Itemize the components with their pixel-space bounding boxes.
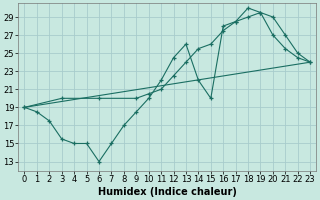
X-axis label: Humidex (Indice chaleur): Humidex (Indice chaleur) [98, 187, 237, 197]
